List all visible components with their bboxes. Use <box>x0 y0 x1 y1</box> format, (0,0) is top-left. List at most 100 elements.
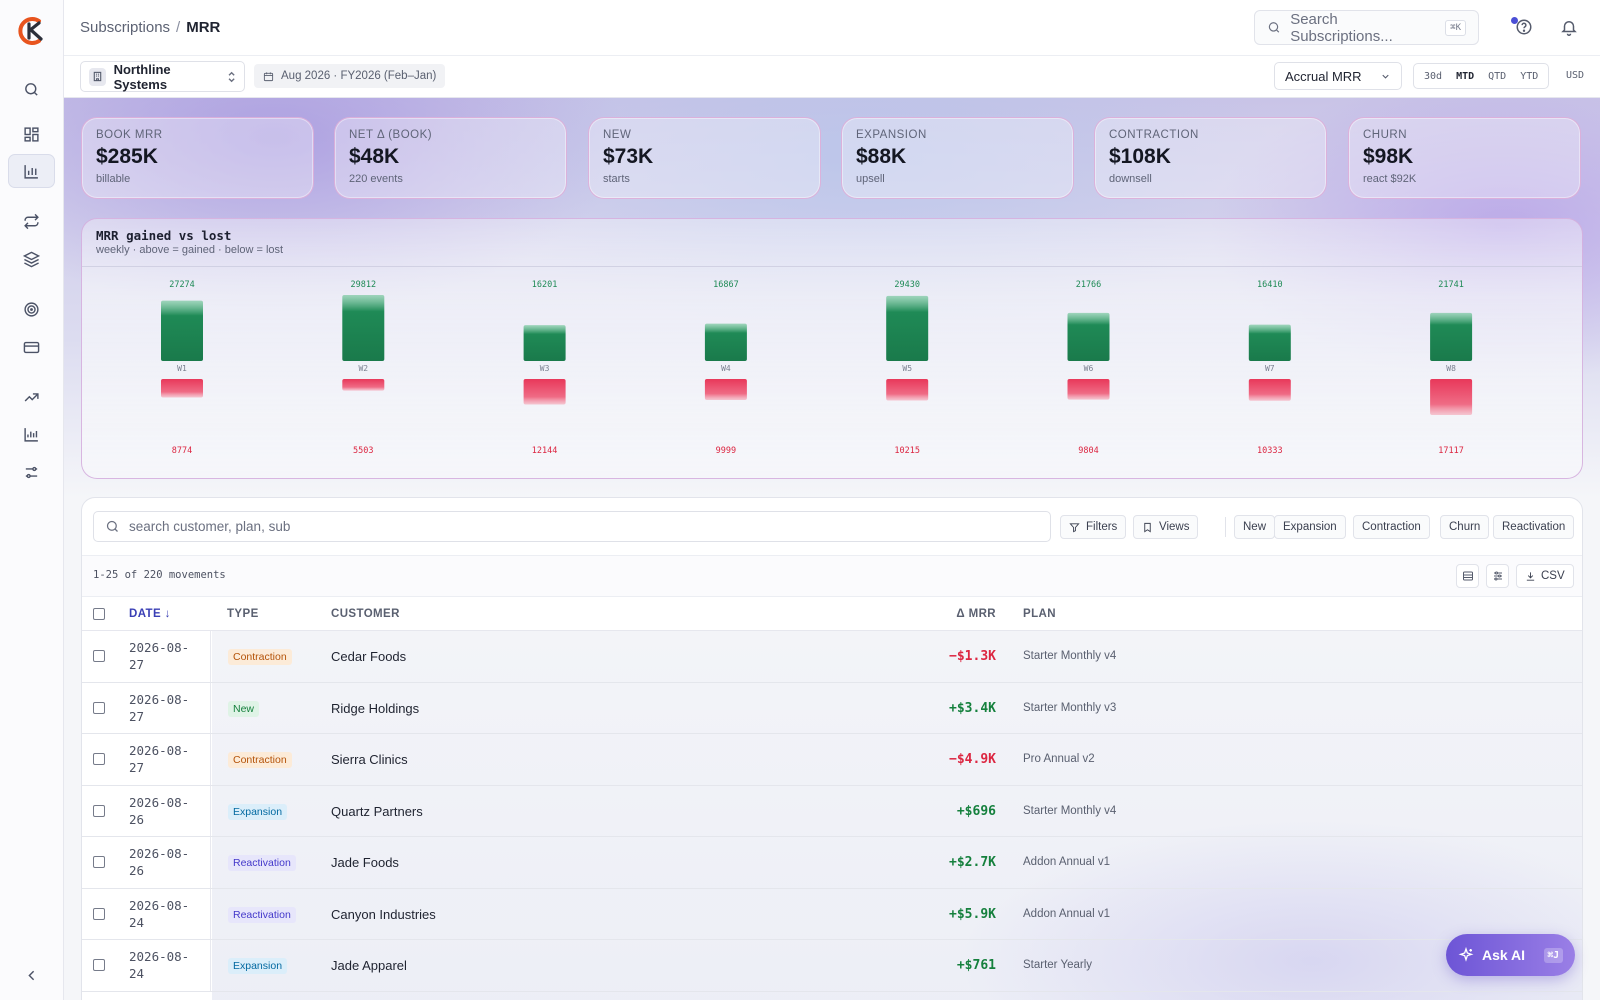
column-date[interactable]: DATE ↓ <box>129 608 171 620</box>
sidebar-plans-button[interactable] <box>8 242 55 276</box>
bar-lost[interactable] <box>1067 379 1110 400</box>
sidebar-collapse-button[interactable] <box>8 958 55 992</box>
table-row[interactable]: 2026-08- 26 Expansion Quartz Partners +$696 S… <box>82 785 1582 837</box>
table-row[interactable]: 2026-08- 24 Expansion Jade Apparel +$761 Star… <box>82 940 1582 992</box>
filters-label: Filters <box>1086 521 1118 533</box>
currency-label[interactable]: USD <box>1566 70 1585 81</box>
row-customer[interactable]: Quartz Partners <box>331 803 423 819</box>
range-mtd[interactable]: MTD <box>1456 70 1475 82</box>
chart-divider <box>82 266 1582 267</box>
bar-lost[interactable] <box>523 379 566 405</box>
filter-chip-churn[interactable]: Churn <box>1440 515 1490 539</box>
filters-button[interactable]: Filters <box>1060 515 1127 539</box>
table-search-input[interactable]: search customer, plan, sub <box>93 511 1051 542</box>
select-all-checkbox[interactable] <box>93 608 105 620</box>
filter-chip-new[interactable]: New <box>1234 515 1276 539</box>
row-checkbox[interactable] <box>93 907 105 920</box>
sidebar <box>0 0 64 1000</box>
bar-gained[interactable] <box>523 325 566 361</box>
columns-settings-button[interactable] <box>1486 564 1509 588</box>
table-row[interactable]: 2026-08- 27 New Ridge Holdings +$3.4K Starter… <box>82 682 1582 734</box>
range-30d[interactable]: 30d <box>1424 70 1443 82</box>
bar-lost[interactable] <box>342 379 385 391</box>
period-chip[interactable]: Aug 2026 · FY2026 (Feb–Jan) <box>254 64 446 88</box>
bar-gained[interactable] <box>161 300 203 361</box>
row-checkbox[interactable] <box>93 804 105 817</box>
page-toolbar: Northline Systems Aug 2026 · FY2026 (Feb… <box>64 56 1600 98</box>
table-search-placeholder: search customer, plan, sub <box>129 519 291 534</box>
sidebar-mrr-button[interactable] <box>8 154 55 188</box>
density-button[interactable] <box>1456 564 1479 588</box>
export-csv-button[interactable]: CSV <box>1516 564 1574 588</box>
column-delta-mrr[interactable]: Δ MRR <box>956 608 996 620</box>
bar-gained[interactable] <box>1430 312 1473 361</box>
table-row[interactable]: 2026-08- 26 Reactivation Jade Foods +$2.7K Ad… <box>82 837 1582 889</box>
dashboard-icon <box>24 126 39 142</box>
metric-select[interactable]: Accrual MRR <box>1274 62 1402 90</box>
ask-ai-button[interactable]: Ask AI ⌘J <box>1446 934 1575 976</box>
category-label: W5 <box>902 364 912 373</box>
global-search-input[interactable]: Search Subscriptions... ⌘K <box>1254 10 1479 45</box>
bar-lost[interactable] <box>886 379 929 401</box>
row-customer[interactable]: Jade Apparel <box>331 958 407 973</box>
row-checkbox[interactable] <box>93 959 105 971</box>
views-button[interactable]: Views <box>1133 515 1199 539</box>
bar-lost[interactable] <box>1430 379 1473 415</box>
breadcrumb-parent[interactable]: Subscriptions <box>80 19 171 36</box>
bell-icon[interactable] <box>1560 18 1578 36</box>
row-checkbox[interactable] <box>93 650 105 662</box>
table-row[interactable]: 2026-08- 27 Contraction Sierra Clinics −$4.9… <box>82 734 1582 786</box>
period-label: Aug 2026 · FY2026 (Feb–Jan) <box>281 70 437 82</box>
column-plan[interactable]: PLAN <box>1023 608 1056 620</box>
filter-chip-expansion[interactable]: Expansion <box>1274 515 1346 539</box>
row-customer[interactable]: Sierra Clinics <box>331 752 408 767</box>
type-badge: New <box>228 700 260 717</box>
category-label: W7 <box>1265 364 1275 373</box>
workspace-selector[interactable]: Northline Systems <box>80 61 245 92</box>
bar-gained[interactable] <box>342 295 385 361</box>
bar-lost[interactable] <box>704 379 747 401</box>
sidebar-settings-button[interactable] <box>8 455 55 489</box>
bar-gained[interactable] <box>1248 324 1291 361</box>
bar-gained[interactable] <box>1067 312 1110 361</box>
row-customer[interactable]: Cedar Foods <box>331 649 407 664</box>
sidebar-search-button[interactable] <box>8 72 55 106</box>
search-shortcut: ⌘K <box>1445 19 1466 36</box>
row-checkbox[interactable] <box>93 701 105 714</box>
row-date-part: 2026-08- <box>129 640 190 655</box>
sidebar-billing-button[interactable] <box>8 330 55 364</box>
sidebar-reports-button[interactable] <box>8 417 55 451</box>
row-plan: Starter Monthly v4 <box>1023 804 1117 817</box>
kpi-label: EXPANSION <box>856 129 927 141</box>
sidebar-goals-button[interactable] <box>8 292 55 326</box>
category-label: W6 <box>1084 364 1094 373</box>
filter-chip-reactivation[interactable]: Reactivation <box>1493 515 1575 539</box>
bar-lost[interactable] <box>1248 379 1291 401</box>
row-customer[interactable]: Jade Foods <box>331 855 399 870</box>
bar-gained[interactable] <box>704 323 747 361</box>
range-qtd[interactable]: QTD <box>1488 70 1507 82</box>
filter-chip-contraction[interactable]: Contraction <box>1353 515 1430 539</box>
help-icon[interactable] <box>1515 18 1533 36</box>
row-checkbox[interactable] <box>93 856 105 868</box>
column-customer[interactable]: CUSTOMER <box>331 608 400 620</box>
kpi-label: CHURN <box>1363 129 1408 141</box>
bar-gained[interactable] <box>886 295 929 361</box>
table-row[interactable]: 2026-08- 27 Contraction Cedar Foods −$1.3K St… <box>82 631 1582 683</box>
sidebar-trends-button[interactable] <box>8 380 55 414</box>
range-ytd[interactable]: YTD <box>1520 70 1539 82</box>
column-type[interactable]: TYPE <box>227 608 259 620</box>
row-checkbox[interactable] <box>93 753 105 765</box>
row-customer[interactable]: Ridge Holdings <box>331 700 420 716</box>
row-date-part: 2026-08- <box>129 794 190 810</box>
row-date-part: 27 <box>129 708 145 724</box>
app-logo[interactable] <box>17 16 47 46</box>
row-customer[interactable]: Canyon Industries <box>331 906 436 922</box>
type-badge: Contraction <box>228 649 292 665</box>
sidebar-subscriptions-button[interactable] <box>8 204 55 238</box>
row-delta-mrr: +$3.4K <box>949 700 996 716</box>
sidebar-dashboard-button[interactable] <box>8 117 55 151</box>
bar-lost[interactable] <box>161 379 203 398</box>
kpi-value: $88K <box>856 145 907 168</box>
table-row[interactable]: 2026-08- 24 Reactivation Canyon Industries +… <box>82 888 1582 940</box>
